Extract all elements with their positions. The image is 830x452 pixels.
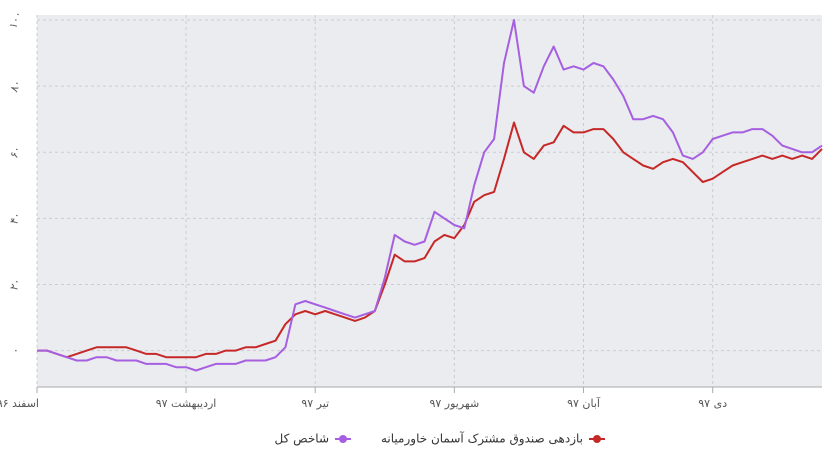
legend-label: بازدهی صندوق مشترک آسمان خاورمیانه bbox=[381, 431, 583, 447]
x-tick-label: شهریور ۹۷ bbox=[429, 397, 479, 410]
x-tick-label: دی ۹۷ bbox=[698, 397, 727, 410]
y-tick-label: ۸۰ bbox=[7, 78, 23, 94]
y-tick-label: ۴۰ bbox=[7, 210, 23, 226]
y-tick-label: ۱۰۰ bbox=[6, 9, 24, 30]
x-tick-label: اسفند ۹۶ bbox=[0, 397, 39, 410]
series-line bbox=[37, 19, 823, 372]
y-tick-label: ۰ bbox=[8, 345, 22, 355]
y-tick-label: ۲۰ bbox=[7, 277, 23, 293]
series-line bbox=[37, 121, 823, 359]
y-tick-label: ۶۰ bbox=[7, 144, 23, 160]
x-tick-label: آبان ۹۷ bbox=[567, 396, 601, 410]
x-tick-label: تیر ۹۷ bbox=[301, 397, 329, 410]
legend-marker bbox=[339, 435, 347, 443]
x-tick-label: اردیبهشت ۹۷ bbox=[156, 397, 217, 410]
legend-label: شاخص کل bbox=[275, 432, 329, 447]
legend-marker bbox=[593, 435, 601, 443]
plot-area bbox=[37, 15, 822, 387]
